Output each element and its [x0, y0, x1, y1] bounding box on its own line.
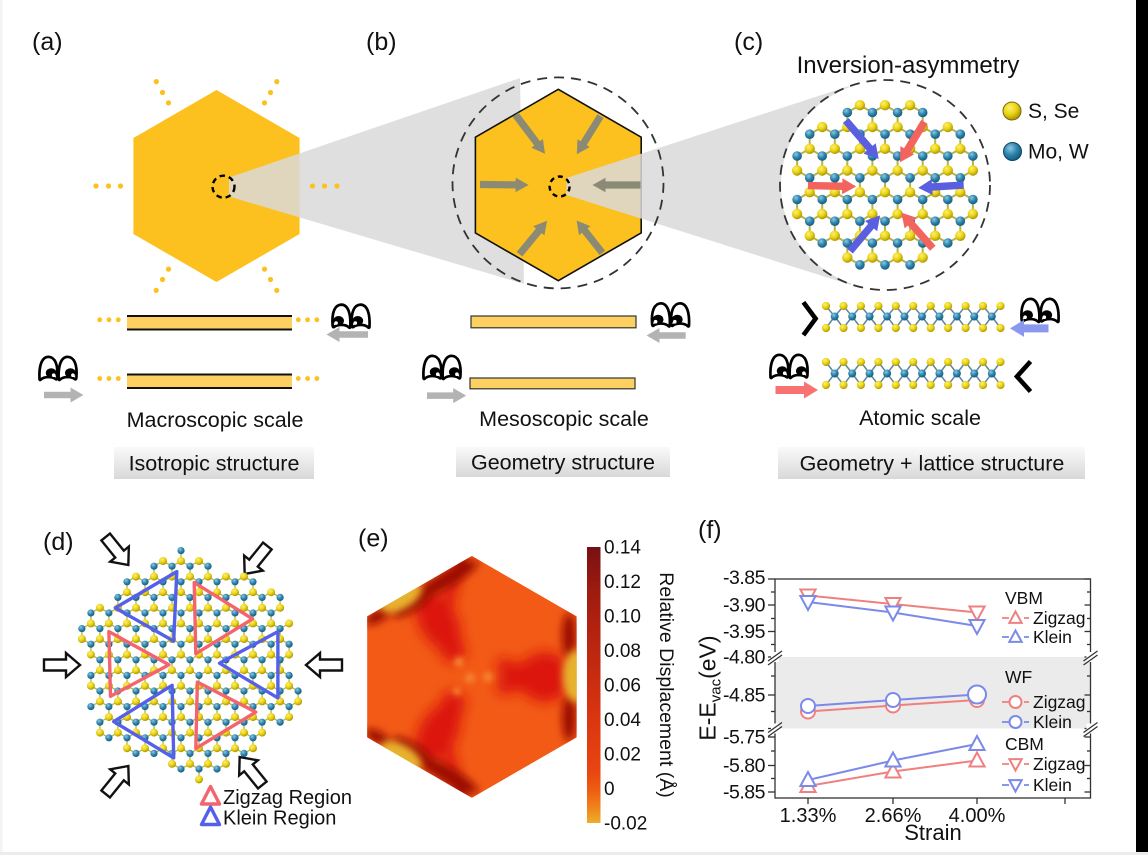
svg-text:Zigzag: Zigzag: [1033, 754, 1086, 774]
svg-text:(e): (e): [358, 525, 389, 553]
svg-text:Atomic scale: Atomic scale: [859, 406, 981, 430]
svg-text:Strain: Strain: [904, 820, 961, 845]
svg-text:Zigzag: Zigzag: [1033, 692, 1086, 712]
svg-text:-4.85: -4.85: [723, 685, 766, 707]
svg-text:-5.75: -5.75: [723, 727, 766, 749]
svg-text:-5.80: -5.80: [723, 755, 766, 777]
svg-text:0.10: 0.10: [604, 607, 641, 628]
svg-text:2.66%: 2.66%: [865, 805, 922, 827]
svg-text:Inversion-asymmetry: Inversion-asymmetry: [797, 52, 1020, 79]
svg-text:1.33%: 1.33%: [780, 805, 837, 827]
svg-text:CBM: CBM: [1005, 734, 1044, 754]
svg-text:-0.02: -0.02: [604, 814, 647, 835]
svg-text:0.02: 0.02: [604, 745, 641, 766]
svg-text:0.08: 0.08: [604, 641, 641, 662]
svg-text:-5.85: -5.85: [723, 782, 766, 804]
svg-text:Klein: Klein: [1033, 712, 1072, 732]
svg-text:Isotropic structure: Isotropic structure: [129, 452, 300, 476]
svg-text:(c): (c): [734, 28, 763, 56]
svg-text:-4.80: -4.80: [723, 647, 766, 669]
svg-text:-3.95: -3.95: [723, 621, 766, 643]
svg-text:Klein: Klein: [1033, 627, 1072, 647]
svg-text:Zigzag Region: Zigzag Region: [223, 787, 352, 809]
svg-text:Zigzag: Zigzag: [1033, 608, 1086, 628]
svg-text:0.12: 0.12: [604, 572, 641, 593]
svg-text:0.14: 0.14: [604, 538, 641, 559]
svg-text:Mo, W: Mo, W: [1028, 141, 1089, 164]
svg-text:WF: WF: [1005, 667, 1032, 687]
svg-text:Mesoscopic scale: Mesoscopic scale: [479, 407, 649, 431]
svg-text:-3.90: -3.90: [723, 595, 766, 617]
svg-text:(a): (a): [32, 28, 63, 56]
svg-text:(d): (d): [43, 528, 74, 556]
svg-text:Relative Displacement (Å): Relative Displacement (Å): [655, 572, 678, 797]
svg-text:Klein Region: Klein Region: [223, 808, 336, 830]
svg-text:(b): (b): [366, 28, 397, 56]
svg-text:Klein: Klein: [1033, 775, 1072, 795]
svg-text:0.06: 0.06: [604, 676, 641, 697]
svg-text:-3.85: -3.85: [723, 567, 766, 589]
svg-text:S, Se: S, Se: [1028, 100, 1079, 123]
svg-text:Geometry + lattice structure: Geometry + lattice structure: [800, 452, 1065, 476]
svg-text:(f): (f): [698, 516, 722, 544]
svg-text:VBM: VBM: [1005, 588, 1043, 608]
svg-text:Macroscopic scale: Macroscopic scale: [127, 408, 304, 432]
svg-text:4.00%: 4.00%: [949, 805, 1006, 827]
svg-text:Geometry structure: Geometry structure: [471, 451, 655, 475]
svg-text:0: 0: [604, 779, 615, 800]
svg-text:0.04: 0.04: [604, 710, 641, 731]
